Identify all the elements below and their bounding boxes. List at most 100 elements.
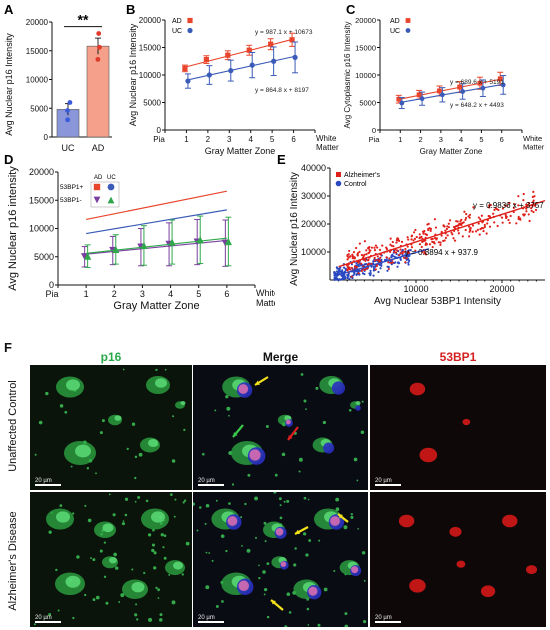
e-data-point-ad xyxy=(414,229,416,231)
green-speckle xyxy=(304,497,307,500)
e-data-point-ad xyxy=(348,253,350,255)
e-data-point-ad xyxy=(351,267,353,269)
green-speckle xyxy=(262,570,266,574)
col-title-53bp1: 53BP1 xyxy=(370,350,546,364)
micrograph-control-53bp1: 20 µm xyxy=(370,365,546,490)
e-data-point-ad xyxy=(501,217,503,219)
green-speckle xyxy=(247,474,250,477)
d-legend-marker-uc-pos xyxy=(108,184,115,191)
e-data-point-ad xyxy=(361,270,363,272)
e-data-point-control xyxy=(336,278,338,280)
e-data-point-ad xyxy=(364,268,366,270)
green-speckle xyxy=(35,454,37,456)
b-data-point xyxy=(185,78,190,83)
scale-bar-line xyxy=(375,621,401,623)
e-data-point-ad xyxy=(400,252,402,254)
d-x-tick-label: 4 xyxy=(168,289,173,299)
e-data-point-control xyxy=(336,266,338,268)
d-y-tick-label: 15000 xyxy=(29,195,54,205)
d-x-tick-label-line: White xyxy=(256,288,275,298)
nucleus xyxy=(355,405,361,411)
e-data-point-ad xyxy=(367,259,369,261)
53bp1-focus xyxy=(462,419,470,425)
e-data-point-ad xyxy=(434,218,436,220)
c-x-tick-label: 5 xyxy=(479,135,483,144)
p16-cell-core xyxy=(66,576,81,588)
e-data-point-ad xyxy=(457,220,459,222)
b-legend-label: AD xyxy=(172,18,182,25)
micrograph-image xyxy=(193,365,368,490)
b-equation-ad: y = 987.1 x + 10673 xyxy=(255,29,313,36)
e-data-point-ad xyxy=(373,247,375,249)
e-data-point-control xyxy=(386,270,388,272)
e-x-tick-label: 10000 xyxy=(403,284,428,294)
a-y-tick-label: 10000 xyxy=(26,76,49,85)
green-speckle xyxy=(122,522,125,525)
e-data-point-ad xyxy=(349,255,351,257)
e-data-point-ad xyxy=(392,241,394,243)
green-speckle xyxy=(264,593,266,595)
green-speckle xyxy=(282,453,286,457)
c-x-tick-label: 1 xyxy=(398,135,402,144)
e-data-point-ad xyxy=(435,226,437,228)
e-data-point-ad xyxy=(442,224,444,226)
e-data-point-ad xyxy=(412,239,414,241)
e-data-point-ad xyxy=(399,248,401,250)
green-speckle xyxy=(356,480,358,482)
e-data-point-ad xyxy=(464,219,466,221)
e-data-point-ad xyxy=(450,231,452,233)
green-speckle xyxy=(254,497,258,501)
micrograph-background xyxy=(370,365,546,490)
green-speckle xyxy=(59,504,62,507)
e-data-point-ad xyxy=(374,257,376,259)
e-data-point-ad xyxy=(507,219,509,221)
green-speckle xyxy=(258,565,260,567)
c-data-point xyxy=(420,96,425,101)
panel-d-label: D xyxy=(4,152,13,167)
e-data-point-ad xyxy=(374,259,376,261)
p16-cell-core xyxy=(173,562,183,570)
e-data-point-control xyxy=(341,278,343,280)
53bp1-focus xyxy=(420,448,438,462)
c-legend-label: AD xyxy=(390,18,400,25)
merge-overlap xyxy=(281,561,287,567)
a-y-tick-label: 5000 xyxy=(30,104,48,113)
e-data-point-ad xyxy=(472,231,474,233)
green-speckle xyxy=(205,585,209,589)
e-data-point-ad xyxy=(519,217,521,219)
e-data-point-ad xyxy=(376,259,378,261)
e-data-point-control xyxy=(377,271,379,273)
e-data-point-ad xyxy=(388,268,390,270)
e-data-point-control xyxy=(369,270,371,272)
e-data-point-ad xyxy=(468,235,470,237)
green-speckle xyxy=(174,516,176,518)
a-y-tick-label: 15000 xyxy=(26,47,49,56)
row-label-control: Unaffected Control xyxy=(7,376,19,476)
green-speckle xyxy=(155,587,157,589)
green-speckle xyxy=(307,608,310,611)
d-legend-marker-ad-neg xyxy=(94,197,101,204)
green-speckle xyxy=(228,502,231,505)
green-speckle xyxy=(247,549,251,553)
e-data-point-control xyxy=(336,271,338,273)
e-data-point-ad xyxy=(367,263,369,265)
green-speckle xyxy=(333,570,335,572)
green-speckle xyxy=(205,523,207,525)
green-speckle xyxy=(199,506,202,509)
e-equation-control: y = 0.8894 x + 937.9 xyxy=(405,248,478,257)
green-speckle xyxy=(363,620,366,623)
e-data-point-ad xyxy=(419,243,421,245)
green-speckle xyxy=(146,500,149,503)
green-speckle xyxy=(153,566,156,569)
merge-overlap xyxy=(238,384,248,394)
e-data-point-control xyxy=(373,266,375,268)
e-data-point-ad xyxy=(463,211,465,213)
c-x-tick-label: Pia xyxy=(369,135,381,144)
micrograph-background xyxy=(370,492,546,627)
green-speckle xyxy=(357,528,359,530)
green-speckle xyxy=(93,598,96,601)
green-speckle xyxy=(45,392,48,395)
e-data-point-ad xyxy=(385,247,387,249)
d-legend-marker-uc-neg xyxy=(108,197,115,204)
green-speckle xyxy=(159,618,163,622)
